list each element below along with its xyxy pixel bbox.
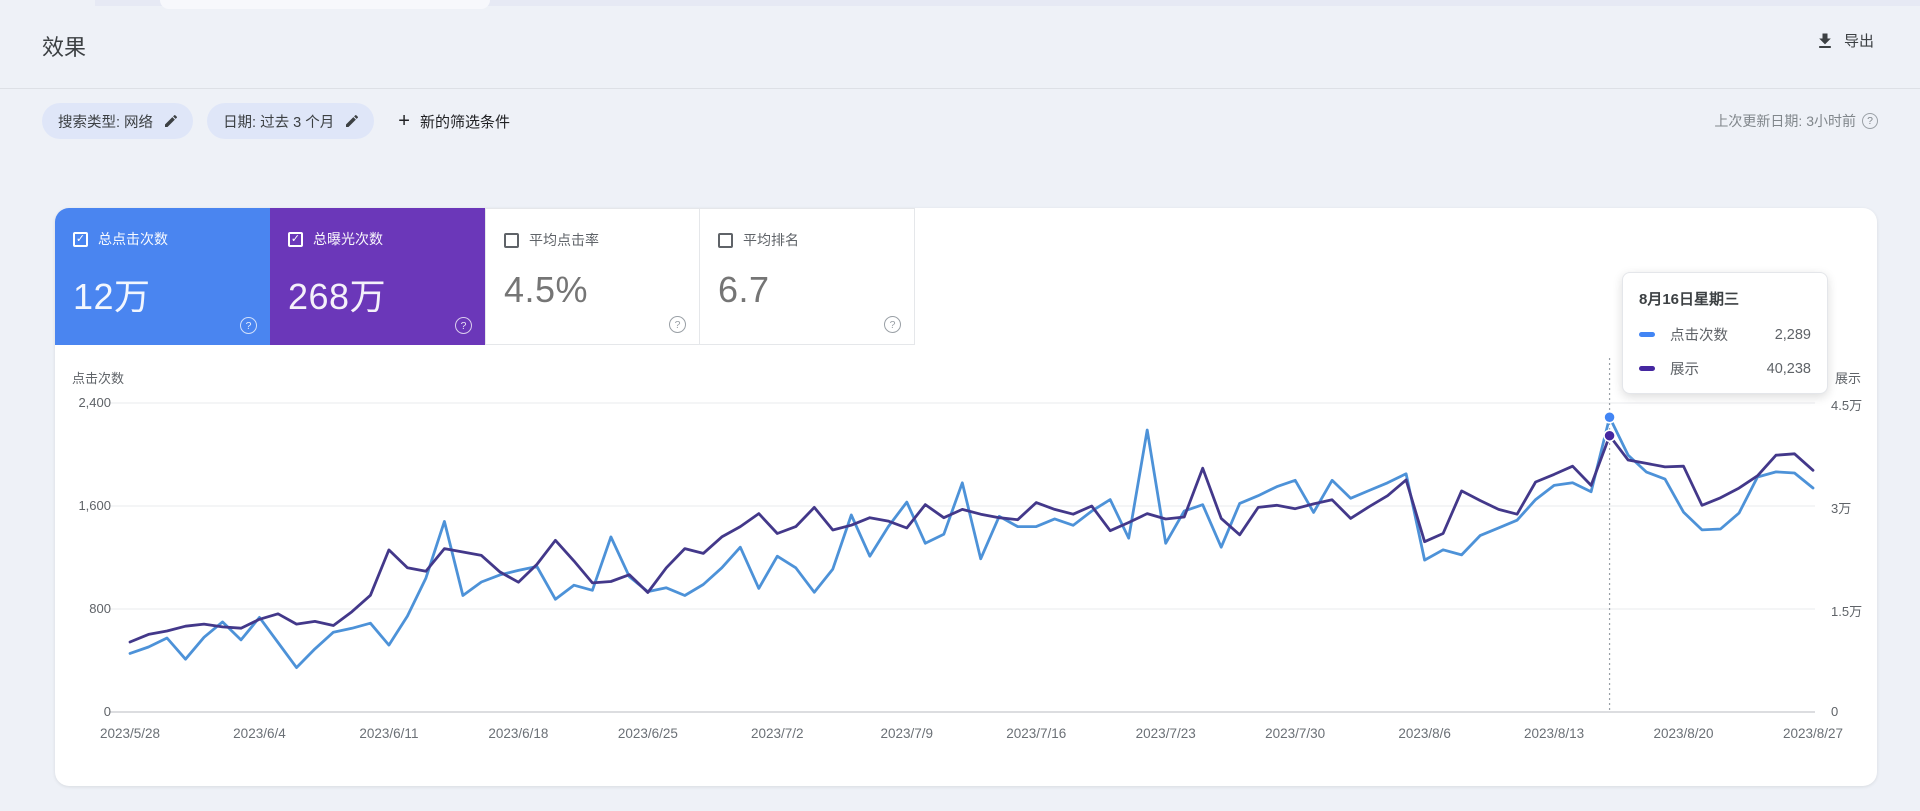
clicks-marker [1603, 411, 1616, 424]
metric-cards: ✓ 总点击次数 12万? ✓ 总曝光次数 268万? 平均点击率 4.5%? 平均排名 6.7? [55, 208, 915, 345]
y-axis-label-left: 800 [89, 601, 111, 616]
x-axis-label: 2023/8/27 [1782, 726, 1844, 741]
metric-value: 12万 [73, 276, 151, 317]
performance-panel: 点击次数 展示 0 0 800 1.5万 1,600 3万 2,400 4.5万 2023/5/28… [55, 208, 1877, 786]
x-axis-label: 2023/7/30 [1265, 726, 1326, 741]
x-axis-label: 2023/7/23 [1135, 726, 1196, 741]
chart-tooltip: 8月16日星期三 点击次数 2,289 展示 40,238 [1622, 272, 1828, 394]
tooltip-row-clicks: 点击次数 2,289 [1639, 324, 1811, 345]
new-filter-label: 新的筛选条件 [419, 113, 510, 131]
help-icon[interactable]: ? [884, 316, 901, 333]
checked-checkbox-icon[interactable]: ✓ [73, 231, 88, 247]
metric-value: 6.7 [718, 269, 770, 310]
right-axis-title: 展示 [1835, 371, 1862, 386]
page-title: 效果 [42, 35, 87, 60]
x-axis-label: 2023/7/16 [1006, 726, 1067, 741]
download-icon [1815, 31, 1835, 51]
metric-card-average-ctr[interactable]: 平均点击率 4.5%? [485, 208, 700, 345]
chip-label: 搜索类型: 网络 [58, 114, 154, 131]
clicks-swatch-icon [1639, 332, 1655, 337]
left-axis-title: 点击次数 [72, 371, 125, 386]
y-axis-label-left: 0 [103, 704, 111, 719]
help-icon[interactable]: ? [455, 317, 472, 334]
edit-icon[interactable] [344, 113, 360, 129]
filter-chip-date-range[interactable]: 日期: 过去 3 个月 [207, 103, 375, 139]
chip-label: 日期: 过去 3 个月 [223, 114, 335, 131]
y-axis-label-right: 3万 [1831, 501, 1852, 516]
metric-value: 4.5% [504, 269, 589, 310]
impressions-swatch-icon [1639, 366, 1655, 371]
new-filter-button[interactable]: + 新的筛选条件 [398, 111, 510, 132]
metric-value: 268万 [288, 276, 387, 317]
x-axis-label: 2023/6/11 [359, 726, 419, 741]
performance-chart[interactable] [55, 208, 1877, 786]
last-updated-text: 上次更新日期: 3小时前 [1714, 113, 1856, 129]
clicks-line [128, 415, 1815, 670]
metric-label: 总点击次数 [98, 231, 168, 247]
y-axis-label-right: 0 [1831, 704, 1839, 719]
x-axis-label: 2023/5/28 [99, 726, 161, 741]
y-axis-label-left: 2,400 [78, 395, 111, 410]
checked-checkbox-icon[interactable]: ✓ [288, 231, 303, 247]
unchecked-checkbox-icon[interactable] [504, 232, 519, 248]
edit-icon[interactable] [163, 113, 179, 129]
previous-card-edge [160, 0, 490, 9]
metric-label: 平均排名 [743, 232, 799, 248]
metric-label: 总曝光次数 [313, 231, 383, 247]
impressions-line [128, 434, 1815, 644]
x-axis-label: 2023/6/18 [488, 726, 549, 741]
unchecked-checkbox-icon[interactable] [718, 232, 733, 248]
export-label: 导出 [1843, 33, 1874, 50]
x-axis-label: 2023/6/4 [233, 726, 286, 741]
help-icon[interactable]: ? [240, 317, 257, 334]
x-axis-label: 2023/8/6 [1398, 726, 1451, 741]
help-icon[interactable]: ? [669, 316, 686, 333]
help-icon[interactable]: ? [1862, 113, 1878, 129]
metric-label: 平均点击率 [529, 232, 599, 248]
header-divider [0, 88, 1920, 89]
x-axis-label: 2023/8/20 [1653, 726, 1714, 741]
metric-card-total-clicks[interactable]: ✓ 总点击次数 12万? [55, 208, 270, 345]
y-axis-label-right: 4.5万 [1831, 398, 1863, 413]
x-axis-label: 2023/7/2 [751, 726, 804, 741]
x-axis-label: 2023/7/9 [880, 726, 934, 741]
y-axis-label-right: 1.5万 [1831, 604, 1863, 619]
y-axis-label-left: 1,600 [78, 498, 111, 513]
plus-icon: + [398, 110, 410, 132]
metric-card-average-position[interactable]: 平均排名 6.7? [700, 208, 915, 345]
metric-card-total-impressions[interactable]: ✓ 总曝光次数 268万? [270, 208, 485, 345]
tooltip-row-impressions: 展示 40,238 [1639, 358, 1811, 379]
x-axis-label: 2023/6/25 [617, 726, 678, 741]
last-updated: 上次更新日期: 3小时前 ? [1714, 111, 1878, 131]
filter-bar: 搜索类型: 网络 日期: 过去 3 个月 + 新的筛选条件 上次更新日期: 3小… [42, 102, 1878, 140]
x-axis-label: 2023/8/13 [1524, 726, 1585, 741]
tooltip-date: 8月16日星期三 [1639, 291, 1740, 308]
impressions-marker [1603, 429, 1616, 442]
filter-chip-search-type[interactable]: 搜索类型: 网络 [42, 103, 194, 139]
export-button[interactable]: 导出 [1815, 30, 1874, 51]
previous-card-strip [95, 0, 1920, 6]
